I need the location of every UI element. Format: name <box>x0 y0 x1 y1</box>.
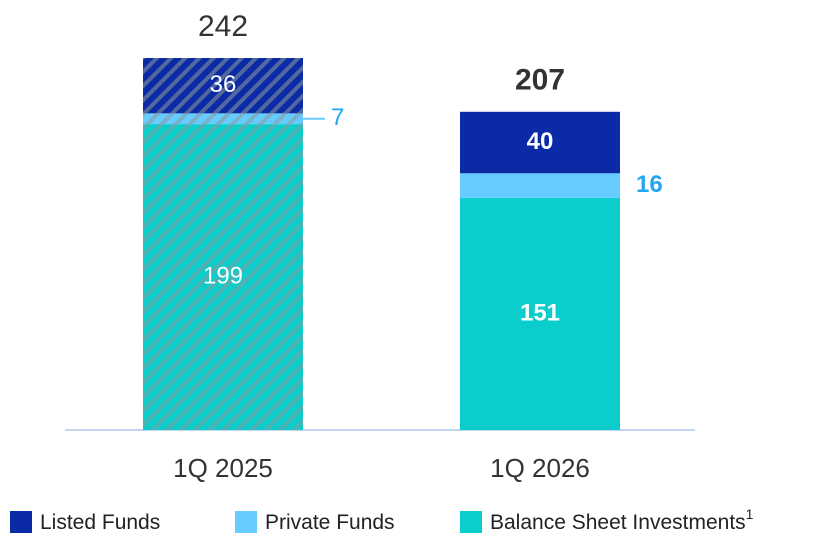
x-tick-label: 1Q 2026 <box>490 453 590 483</box>
legend-footnote: 1 <box>746 506 754 522</box>
bar-hatch <box>143 113 303 125</box>
legend-label: Private Funds <box>265 511 395 534</box>
legend-swatch <box>235 511 257 533</box>
data-label: 7 <box>331 104 344 131</box>
data-label: 151 <box>520 299 560 326</box>
legend-swatch <box>10 511 32 533</box>
bar-segment <box>460 197 620 430</box>
legend-label: Listed Funds <box>40 511 160 534</box>
legend-label: Balance Sheet Investments1 <box>490 506 754 534</box>
bar-segment <box>460 173 620 198</box>
bar-hatch <box>143 58 303 114</box>
total-label: 242 <box>198 10 248 43</box>
legend-name: Listed Funds <box>40 511 160 534</box>
data-label: 36 <box>210 71 237 98</box>
bar-segment <box>460 111 620 174</box>
data-label: 16 <box>636 171 663 198</box>
legend-swatch <box>460 511 482 533</box>
legend-name: Balance Sheet Investments <box>490 511 746 534</box>
total-label: 207 <box>515 64 565 97</box>
data-label: 199 <box>203 262 243 289</box>
x-tick-label: 1Q 2025 <box>173 453 273 483</box>
legend-name: Private Funds <box>265 511 395 534</box>
data-label: 40 <box>527 128 554 155</box>
bar-hatch <box>143 124 303 430</box>
